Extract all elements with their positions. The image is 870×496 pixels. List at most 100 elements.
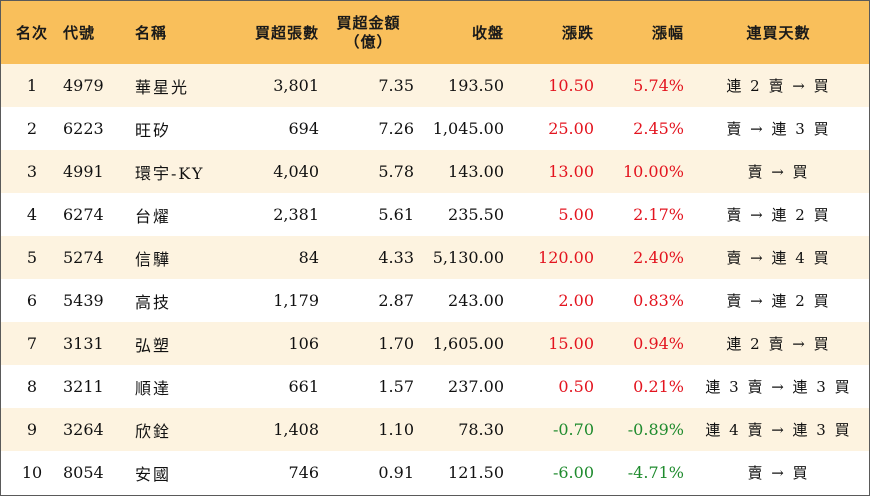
- cell-net-buy-amount: 1.70: [378, 334, 414, 353]
- cell-code: 5274: [63, 248, 104, 267]
- cell-rank: 7: [26, 334, 38, 353]
- cell-code: 6223: [63, 119, 104, 138]
- cell-code: 5439: [63, 291, 104, 310]
- header-change-pct: 漲幅: [651, 24, 684, 42]
- cell-close: 121.50: [448, 463, 504, 482]
- cell-code: 3264: [63, 420, 104, 439]
- cell-change: 25.00: [548, 119, 594, 138]
- cell-rank: 3: [26, 162, 38, 181]
- cell-net-buy-amount: 0.91: [378, 463, 414, 482]
- cell-streak: 賣 → 連 4 買: [726, 249, 831, 267]
- header-net-buy-lots: 買超張數: [254, 24, 319, 42]
- cell-change: 120.00: [538, 248, 594, 267]
- table-header-row: 名次 代號 名稱 買超張數 買超金額 （億） 收盤 漲跌 漲幅 連買天數: [1, 1, 869, 64]
- cell-change: 13.00: [548, 162, 594, 181]
- cell-net-buy-lots: 84: [298, 248, 319, 267]
- header-net-buy-amount: 買超金額 （億）: [319, 1, 418, 64]
- cell-change: -0.70: [552, 420, 594, 439]
- table-row: 10 8054 安國 746 0.91 121.50 -6.00 -4.71% 賣 → 買: [1, 451, 869, 494]
- cell-streak: 連 4 賣 → 連 3 買: [705, 421, 852, 439]
- cell-rank: 8: [26, 377, 38, 396]
- cell-close: 5,130.00: [432, 248, 504, 267]
- cell-streak: 連 2 賣 → 買: [726, 335, 831, 353]
- table-row: 7 3131 弘塑 106 1.70 1,605.00 15.00 0.94% 連 2 賣 → …: [1, 322, 869, 365]
- table-row: 9 3264 欣銓 1,408 1.10 78.30 -0.70 -0.89% 連 4 賣 → …: [1, 408, 869, 451]
- cell-change: 15.00: [548, 334, 594, 353]
- header-streak: 連買天數: [746, 24, 811, 42]
- cell-streak: 賣 → 買: [747, 464, 810, 482]
- cell-net-buy-lots: 3,801: [273, 76, 319, 95]
- cell-net-buy-lots: 694: [288, 119, 319, 138]
- cell-stock-name: 華星光: [135, 77, 190, 97]
- cell-rank: 9: [26, 420, 38, 439]
- cell-stock-name: 高技: [135, 292, 172, 312]
- cell-code: 4991: [63, 162, 104, 181]
- cell-rank: 2: [26, 119, 38, 138]
- cell-change-pct: 0.83%: [633, 291, 684, 310]
- cell-close: 78.30: [458, 420, 504, 439]
- cell-streak: 賣 → 連 2 買: [726, 292, 831, 310]
- cell-change-pct: -4.71%: [627, 463, 684, 482]
- cell-rank: 10: [21, 463, 43, 482]
- cell-net-buy-amount: 4.33: [378, 248, 414, 267]
- header-name: 名稱: [135, 24, 168, 42]
- cell-streak: 賣 → 連 3 買: [726, 120, 831, 138]
- cell-change: 2.00: [558, 291, 594, 310]
- cell-close: 237.00: [448, 377, 504, 396]
- cell-change-pct: 5.74%: [633, 76, 684, 95]
- cell-close: 143.00: [448, 162, 504, 181]
- cell-change: 10.50: [548, 76, 594, 95]
- cell-net-buy-amount: 5.61: [378, 205, 414, 224]
- cell-net-buy-lots: 661: [288, 377, 319, 396]
- table-row: 3 4991 環宇-KY 4,040 5.78 143.00 13.00 10.00% 賣 → …: [1, 150, 869, 193]
- header-rank: 名次: [15, 24, 48, 42]
- table-body: 1 4979 華星光 3,801 7.35 193.50 10.50 5.74% 連 2 賣 →…: [1, 64, 869, 494]
- cell-change-pct: 2.17%: [633, 205, 684, 224]
- table-row: 5 5274 信驊 84 4.33 5,130.00 120.00 2.40% 賣 → 連 4 …: [1, 236, 869, 279]
- cell-stock-name: 旺矽: [135, 120, 172, 140]
- cell-code: 6274: [63, 205, 104, 224]
- cell-rank: 5: [26, 248, 38, 267]
- cell-change-pct: 10.00%: [622, 162, 684, 181]
- cell-change: 5.00: [558, 205, 594, 224]
- cell-rank: 1: [26, 76, 38, 95]
- cell-net-buy-amount: 7.26: [378, 119, 414, 138]
- cell-net-buy-lots: 1,179: [273, 291, 319, 310]
- cell-stock-name: 安國: [135, 464, 172, 484]
- cell-stock-name: 環宇-KY: [135, 163, 205, 183]
- cell-code: 8054: [63, 463, 104, 482]
- cell-net-buy-lots: 1,408: [273, 420, 319, 439]
- header-change: 漲跌: [561, 24, 594, 42]
- cell-net-buy-amount: 2.87: [378, 291, 414, 310]
- cell-code: 4979: [63, 76, 104, 95]
- cell-code: 3211: [63, 377, 104, 396]
- cell-change: 0.50: [558, 377, 594, 396]
- cell-net-buy-amount: 5.78: [378, 162, 414, 181]
- header-code: 代號: [63, 24, 96, 42]
- table-row: 8 3211 順達 661 1.57 237.00 0.50 0.21% 連 3 賣 → 連 3…: [1, 365, 869, 408]
- cell-change-pct: -0.89%: [627, 420, 684, 439]
- cell-stock-name: 弘塑: [135, 335, 172, 355]
- cell-net-buy-lots: 746: [288, 463, 319, 482]
- cell-change-pct: 2.40%: [633, 248, 684, 267]
- cell-stock-name: 欣銓: [135, 421, 172, 441]
- cell-close: 243.00: [448, 291, 504, 310]
- cell-close: 1,045.00: [432, 119, 504, 138]
- cell-net-buy-amount: 7.35: [378, 76, 414, 95]
- cell-stock-name: 台燿: [135, 206, 172, 226]
- cell-change: -6.00: [552, 463, 594, 482]
- cell-rank: 4: [26, 205, 38, 224]
- cell-code: 3131: [63, 334, 104, 353]
- table-row: 4 6274 台燿 2,381 5.61 235.50 5.00 2.17% 賣 → 連 2 買: [1, 193, 869, 236]
- cell-change-pct: 2.45%: [633, 119, 684, 138]
- cell-stock-name: 順達: [135, 378, 172, 398]
- cell-close: 1,605.00: [432, 334, 504, 353]
- header-net-buy-amount-line2: （億）: [344, 32, 393, 51]
- cell-streak: 賣 → 買: [747, 163, 810, 181]
- cell-net-buy-lots: 106: [288, 334, 319, 353]
- cell-rank: 6: [26, 291, 38, 310]
- cell-streak: 連 3 賣 → 連 3 買: [705, 378, 852, 396]
- cell-net-buy-lots: 4,040: [273, 162, 319, 181]
